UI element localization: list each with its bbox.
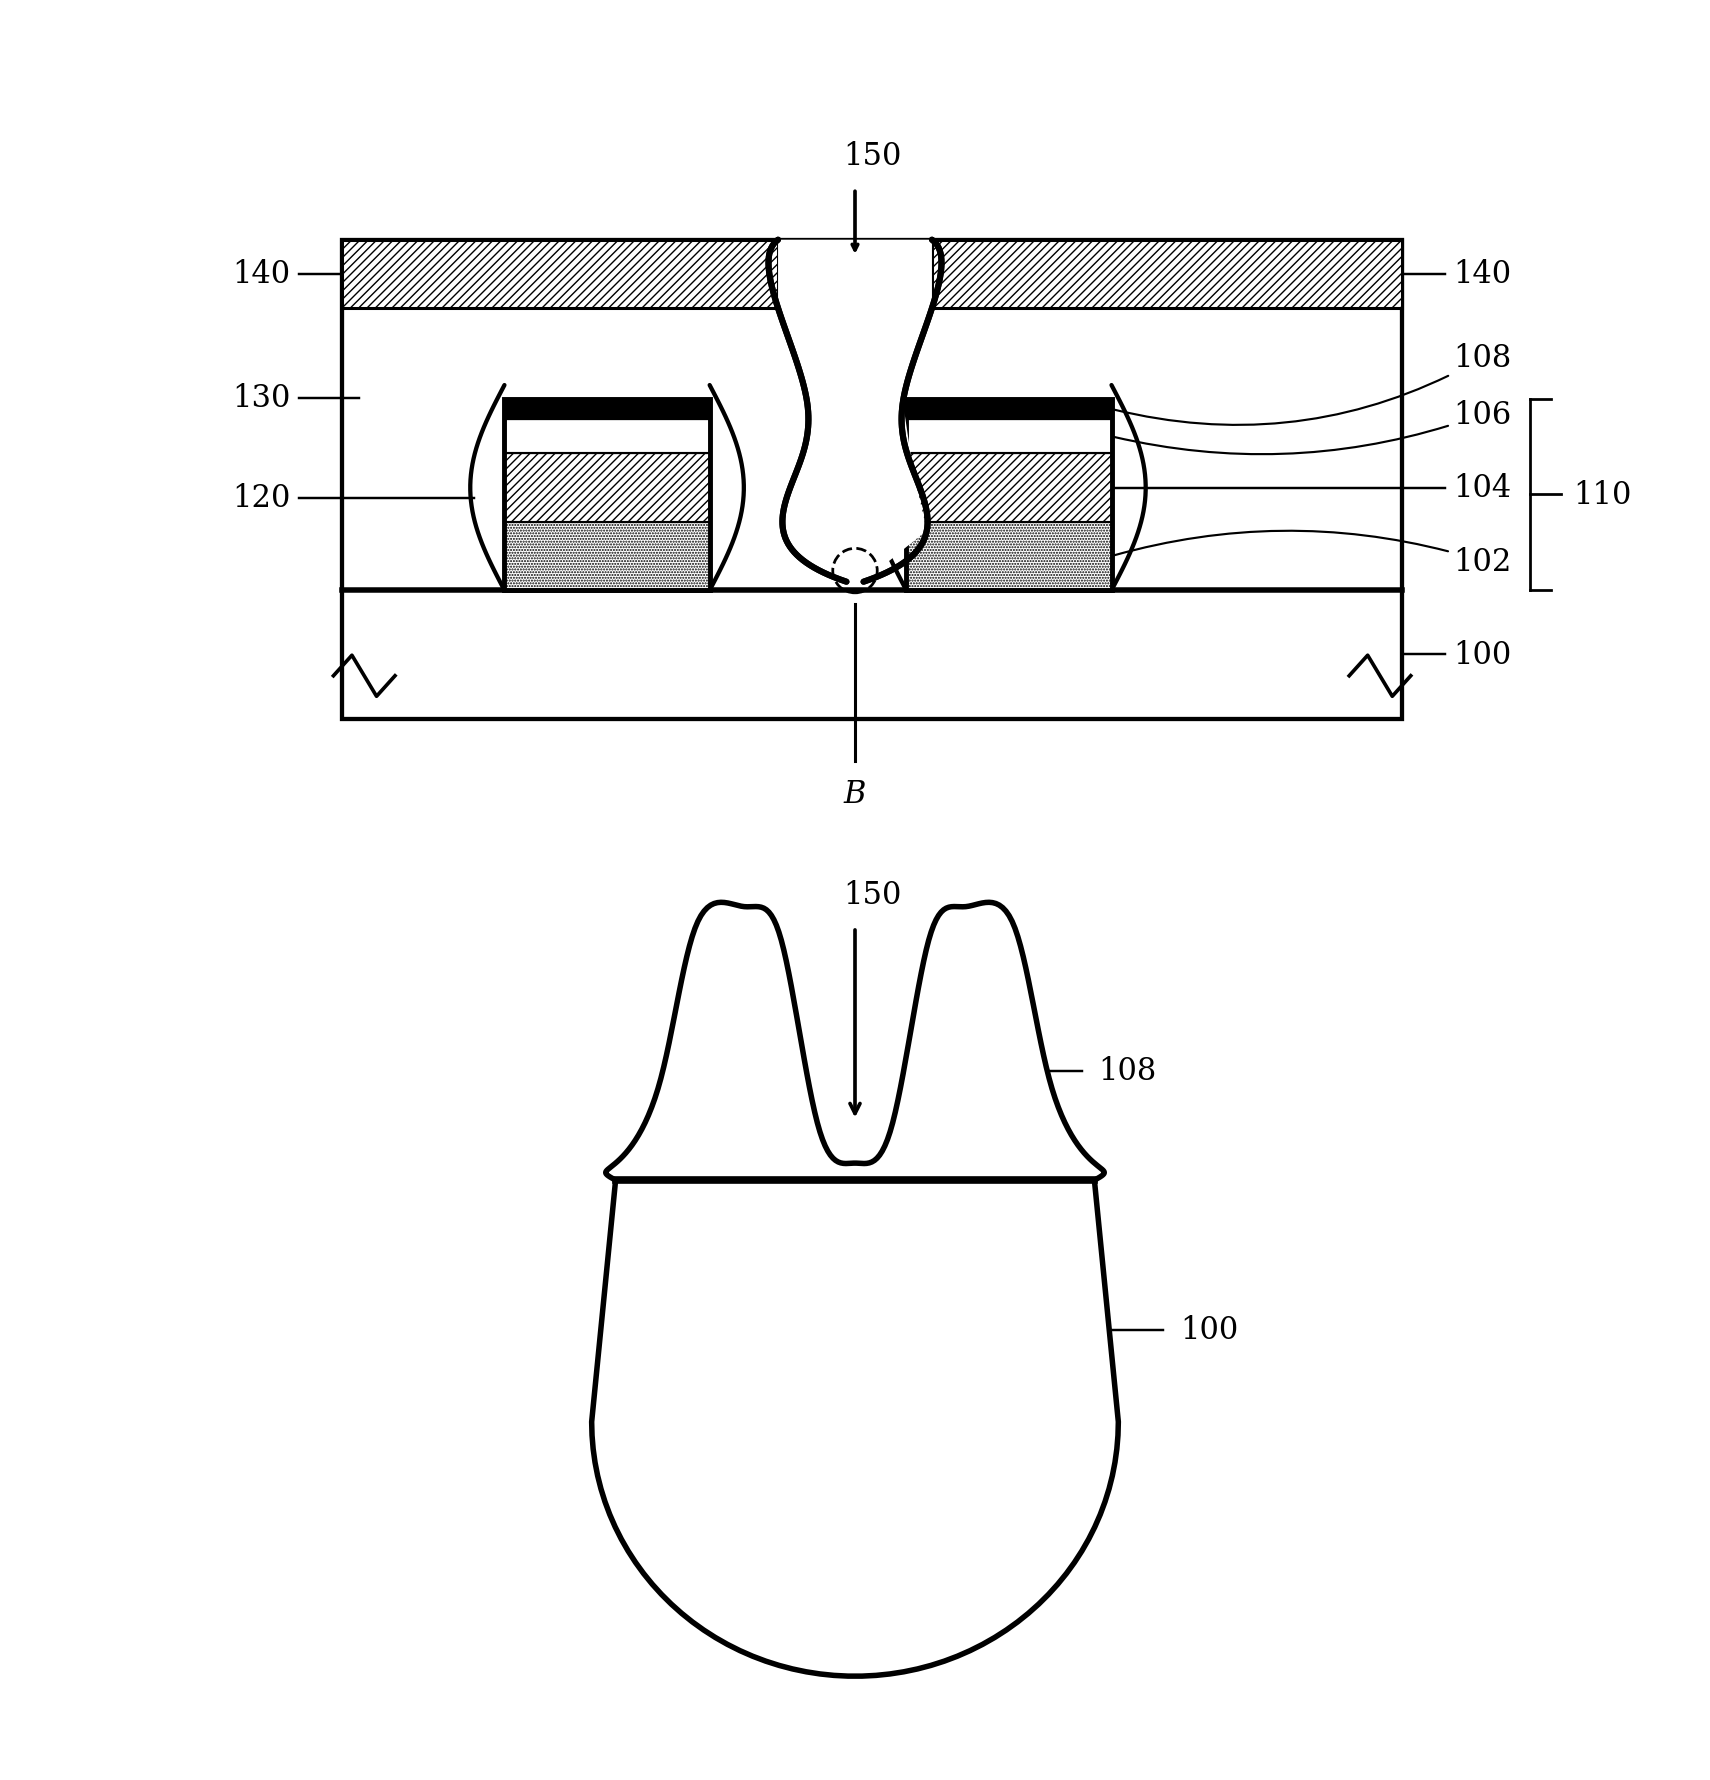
Text: 120: 120 bbox=[233, 482, 291, 514]
Bar bbox=[342, 240, 1402, 719]
Bar bbox=[906, 523, 1112, 591]
Bar bbox=[504, 454, 710, 523]
Text: 150: 150 bbox=[843, 879, 901, 911]
Text: 106: 106 bbox=[1115, 399, 1512, 456]
Text: 104: 104 bbox=[1454, 473, 1512, 504]
Text: 150: 150 bbox=[843, 141, 901, 173]
Text: 108: 108 bbox=[1115, 344, 1512, 425]
Bar bbox=[504, 420, 710, 454]
Bar bbox=[906, 420, 1112, 454]
Text: 102: 102 bbox=[1115, 532, 1512, 577]
Bar bbox=[504, 399, 710, 420]
Bar bbox=[906, 399, 1112, 591]
Text: 100: 100 bbox=[1454, 639, 1512, 671]
Text: 130: 130 bbox=[233, 383, 291, 415]
Bar bbox=[504, 399, 710, 591]
Text: 108: 108 bbox=[1098, 1056, 1158, 1086]
Bar bbox=[906, 454, 1112, 523]
Text: B: B bbox=[843, 780, 867, 810]
Bar bbox=[342, 240, 778, 310]
Bar bbox=[504, 523, 710, 591]
Polygon shape bbox=[605, 902, 1105, 1180]
Text: 140: 140 bbox=[1454, 260, 1512, 290]
Bar bbox=[906, 399, 1112, 420]
Polygon shape bbox=[778, 240, 932, 582]
Bar bbox=[932, 240, 1402, 310]
Text: 100: 100 bbox=[1180, 1315, 1238, 1346]
Text: 140: 140 bbox=[233, 260, 291, 290]
Text: 110: 110 bbox=[1573, 481, 1631, 511]
Polygon shape bbox=[592, 1180, 1118, 1677]
